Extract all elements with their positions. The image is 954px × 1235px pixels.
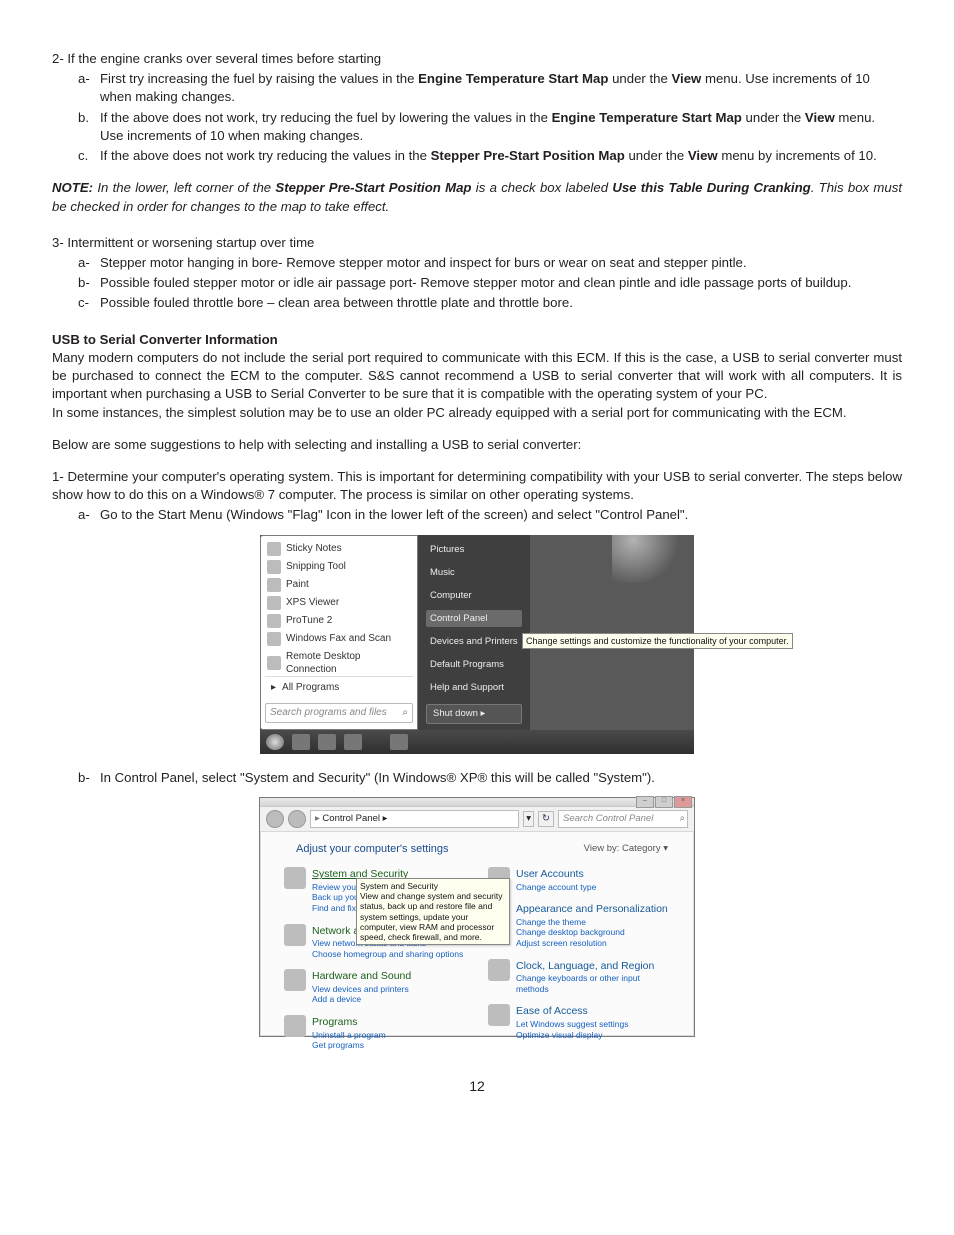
taskbar-app-icon[interactable]	[390, 734, 408, 750]
start-right-item[interactable]: Pictures	[426, 541, 522, 558]
taskbar-wmp-icon[interactable]	[344, 734, 362, 750]
cp-category[interactable]: Clock, Language, and RegionChange keyboa…	[488, 959, 674, 995]
shutdown-button[interactable]: Shut down ▸	[426, 704, 522, 723]
cp-search-input[interactable]: Search Control Panel	[558, 810, 688, 827]
taskbar[interactable]	[260, 730, 694, 754]
program-icon	[267, 578, 281, 592]
refresh-icon[interactable]: ↻	[538, 811, 554, 826]
list-item: c.If the above does not work try reducin…	[78, 147, 902, 165]
screenshot-control-panel: – □ × Control Panel ▸ ▾ ↻ Search Control…	[259, 797, 695, 1037]
usb-step1a: a- Go to the Start Menu (Windows "Flag" …	[78, 506, 902, 524]
program-icon	[267, 542, 281, 556]
usb-p1: Many modern computers do not include the…	[52, 349, 902, 404]
program-icon	[267, 596, 281, 610]
trouble-3-head: 3- Intermittent or worsening startup ove…	[52, 234, 902, 252]
start-menu-program[interactable]: Sticky Notes	[265, 540, 413, 558]
program-icon	[267, 560, 281, 574]
usb-p2: In some instances, the simplest solution…	[52, 404, 902, 422]
cp-category[interactable]: Appearance and PersonalizationChange the…	[488, 902, 674, 948]
usb-step1-head: 1- Determine your computer's operating s…	[52, 468, 902, 504]
category-icon	[284, 1015, 306, 1037]
start-menu-program[interactable]: Remote Desktop Connection	[265, 648, 413, 676]
tooltip-control-panel: Change settings and customize the functi…	[522, 633, 793, 649]
start-right-item[interactable]: Default Programs	[426, 656, 522, 673]
view-by-label[interactable]: View by: Category ▾	[584, 842, 668, 857]
list-item: c-Possible fouled throttle bore – clean …	[78, 294, 902, 312]
program-icon	[267, 632, 281, 646]
all-programs[interactable]: All Programs	[265, 676, 413, 699]
taskbar-ie-icon[interactable]	[292, 734, 310, 750]
start-menu-program[interactable]: Windows Fax and Scan	[265, 630, 413, 648]
adjust-settings-label: Adjust your computer's settings	[296, 842, 449, 857]
cp-category[interactable]: ProgramsUninstall a programGet programs	[284, 1015, 470, 1051]
start-button-icon[interactable]	[266, 734, 284, 750]
list-item: b-Possible fouled stepper motor or idle …	[78, 274, 902, 292]
tooltip-system-security: System and Security View and change syst…	[356, 878, 510, 945]
start-right-item[interactable]: Devices and Printers	[426, 633, 522, 650]
start-menu-program[interactable]: ProTune 2	[265, 612, 413, 630]
nav-back-icon[interactable]	[266, 810, 284, 828]
category-icon	[284, 924, 306, 946]
page-number: 12	[52, 1077, 902, 1096]
breadcrumb[interactable]: Control Panel ▸	[310, 810, 519, 827]
category-icon	[284, 969, 306, 991]
start-search-input[interactable]: Search programs and files	[265, 703, 413, 723]
maximize-icon[interactable]: □	[655, 796, 673, 808]
usb-step1b: b- In Control Panel, select "System and …	[78, 769, 902, 787]
screenshot-start-menu: Sticky NotesSnipping ToolPaintXPS Viewer…	[260, 535, 694, 754]
start-right-item[interactable]: Help and Support	[426, 679, 522, 696]
trouble-2-head: 2- If the engine cranks over several tim…	[52, 50, 902, 68]
minimize-icon[interactable]: –	[636, 796, 654, 808]
start-right-item[interactable]: Computer	[426, 587, 522, 604]
category-icon	[284, 867, 306, 889]
start-right-item[interactable]: Control Panel	[426, 610, 522, 627]
close-icon[interactable]: ×	[674, 796, 692, 808]
cp-category[interactable]: Ease of AccessLet Windows suggest settin…	[488, 1004, 674, 1040]
program-icon	[267, 656, 281, 670]
list-item: b.If the above does not work, try reduci…	[78, 109, 902, 145]
category-icon	[488, 1004, 510, 1026]
note: NOTE: In the lower, left corner of the S…	[52, 179, 902, 215]
usb-heading: USB to Serial Converter Information	[52, 331, 902, 349]
cp-category[interactable]: Hardware and SoundView devices and print…	[284, 969, 470, 1005]
start-menu-program[interactable]: Snipping Tool	[265, 558, 413, 576]
program-icon	[267, 614, 281, 628]
nav-forward-icon[interactable]	[288, 810, 306, 828]
start-menu-program[interactable]: XPS Viewer	[265, 594, 413, 612]
cp-category[interactable]: User AccountsChange account type	[488, 867, 674, 892]
start-right-item[interactable]: Music	[426, 564, 522, 581]
usb-p3: Below are some suggestions to help with …	[52, 436, 902, 454]
list-item: a-Stepper motor hanging in bore- Remove …	[78, 254, 902, 272]
taskbar-explorer-icon[interactable]	[318, 734, 336, 750]
start-menu-program[interactable]: Paint	[265, 576, 413, 594]
category-icon	[488, 959, 510, 981]
list-item: a-First try increasing the fuel by raisi…	[78, 70, 902, 106]
